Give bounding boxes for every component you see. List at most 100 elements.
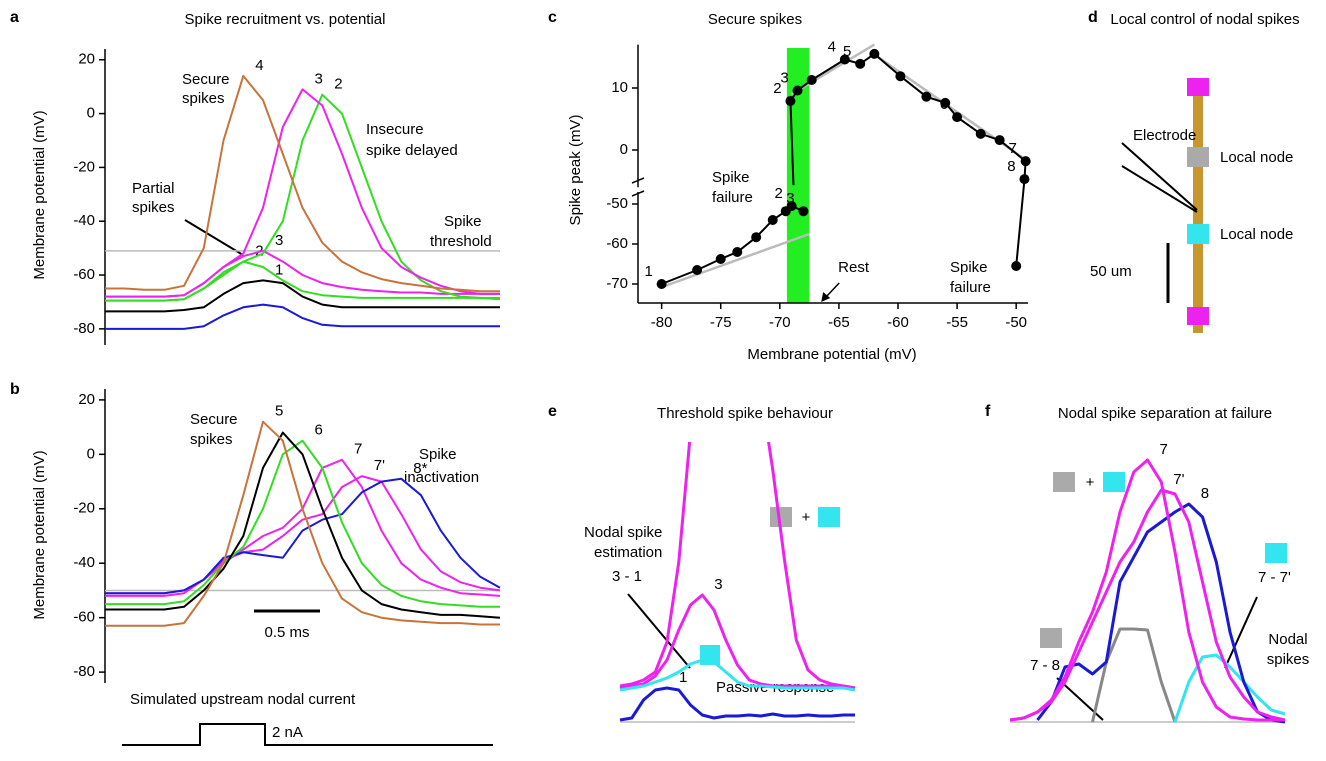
trace — [105, 439, 500, 608]
y-tick-label: -80 — [73, 663, 95, 680]
trace — [105, 74, 500, 293]
trace-label: 8 — [1201, 485, 1209, 502]
x-tick-label: -60 — [887, 314, 909, 331]
trace — [619, 442, 856, 690]
point — [839, 54, 850, 65]
fit-line — [790, 43, 876, 96]
node-label: Local node — [1220, 226, 1293, 243]
annotation: Spike — [950, 259, 988, 276]
panel-title: Threshold spike behaviour — [657, 405, 833, 422]
point — [715, 254, 726, 264]
annotation: Nodal — [1268, 631, 1307, 648]
trace — [105, 420, 500, 627]
point-label: 1 — [644, 263, 652, 280]
annotation: Secure — [182, 71, 230, 88]
point — [994, 135, 1005, 146]
trace-label: 5 — [275, 403, 283, 420]
x-tick-label: -70 — [769, 314, 791, 331]
trace — [105, 93, 501, 302]
point-label: 2 — [773, 80, 781, 97]
point — [975, 128, 986, 139]
trace-label: 1 — [275, 261, 283, 278]
annotation: 3 - 1 — [612, 568, 642, 585]
trace-label: 6 — [315, 422, 323, 439]
trace-label: 1 — [679, 669, 687, 686]
current-trace — [122, 723, 493, 746]
current-title: Simulated upstream nodal current — [130, 691, 356, 708]
trace — [789, 52, 1027, 267]
trace — [105, 88, 500, 298]
trace — [105, 477, 501, 595]
x-tick-label: -80 — [651, 314, 673, 331]
x-axis-label: Membrane potential (mV) — [747, 346, 916, 363]
annotation: Nodal spike — [584, 524, 662, 541]
annotation: Partial — [132, 180, 175, 197]
point — [1011, 261, 1022, 271]
trace-label: 7 — [354, 441, 362, 458]
annotation: inactivation — [404, 469, 479, 486]
panel-label: d — [1088, 9, 1098, 26]
y-tick-label: 0 — [620, 141, 628, 158]
trace — [1091, 627, 1177, 723]
node-icon — [1265, 543, 1287, 563]
electrode — [1121, 165, 1198, 213]
panel-title: Secure spikes — [708, 11, 802, 28]
fit-line — [658, 232, 810, 290]
trace-label: 4 — [255, 57, 263, 74]
y-tick-label: 10 — [611, 79, 628, 96]
point-label: 2 — [774, 185, 782, 202]
annotation: + — [1086, 474, 1095, 491]
pointer — [1224, 596, 1258, 669]
y-tick-label: -20 — [73, 158, 95, 175]
point — [855, 58, 866, 69]
point — [869, 48, 880, 59]
y-tick-label: -20 — [73, 500, 95, 517]
point — [751, 232, 762, 243]
trace — [105, 303, 500, 330]
node-end — [1187, 78, 1209, 96]
annotation: spikes — [132, 199, 175, 216]
trace — [619, 658, 856, 692]
y-axis-label: Membrane potential (mV) — [31, 450, 48, 619]
panel-title: Local control of nodal spikes — [1110, 11, 1299, 28]
y-tick-label: -40 — [73, 212, 95, 229]
trace-label: 3 — [275, 232, 283, 249]
trace — [1009, 458, 1285, 722]
point-label: 7 — [1008, 140, 1016, 157]
annotation: spikes — [190, 431, 233, 448]
annotation: spikes — [182, 90, 225, 107]
point — [806, 74, 817, 85]
y-tick-label: -50 — [606, 195, 628, 212]
annotation: spike delayed — [366, 142, 458, 159]
point-label: 4 — [828, 38, 836, 55]
trace-label: 3 — [714, 576, 722, 593]
y-tick-label: -70 — [606, 275, 628, 292]
x-tick-label: -55 — [946, 314, 968, 331]
point — [732, 247, 743, 257]
annotation: Spike — [444, 213, 482, 230]
annotation: 7 - 7' — [1258, 569, 1291, 586]
y-tick-label: 20 — [78, 51, 95, 68]
node-icon — [818, 507, 840, 527]
trace — [105, 431, 501, 619]
node-icon — [770, 507, 792, 527]
trace — [619, 686, 855, 722]
local-node — [1187, 147, 1209, 167]
node-icon — [1053, 472, 1075, 492]
y-tick-label: 0 — [87, 105, 95, 122]
pointer — [184, 219, 244, 256]
axon — [1193, 80, 1203, 333]
trace — [1173, 653, 1286, 723]
annotation: failure — [950, 279, 991, 296]
trace-label: 7' — [1173, 471, 1184, 488]
annotation: spikes — [1267, 651, 1310, 668]
annotation: + — [802, 509, 811, 526]
annotation: Secure — [190, 411, 238, 428]
trace-label: 3 — [315, 70, 323, 87]
local-node — [1187, 224, 1209, 244]
point — [792, 85, 803, 96]
point-label: 8 — [1007, 158, 1015, 175]
trace — [105, 475, 501, 595]
trace — [1036, 502, 1286, 724]
node-end — [1187, 307, 1209, 325]
